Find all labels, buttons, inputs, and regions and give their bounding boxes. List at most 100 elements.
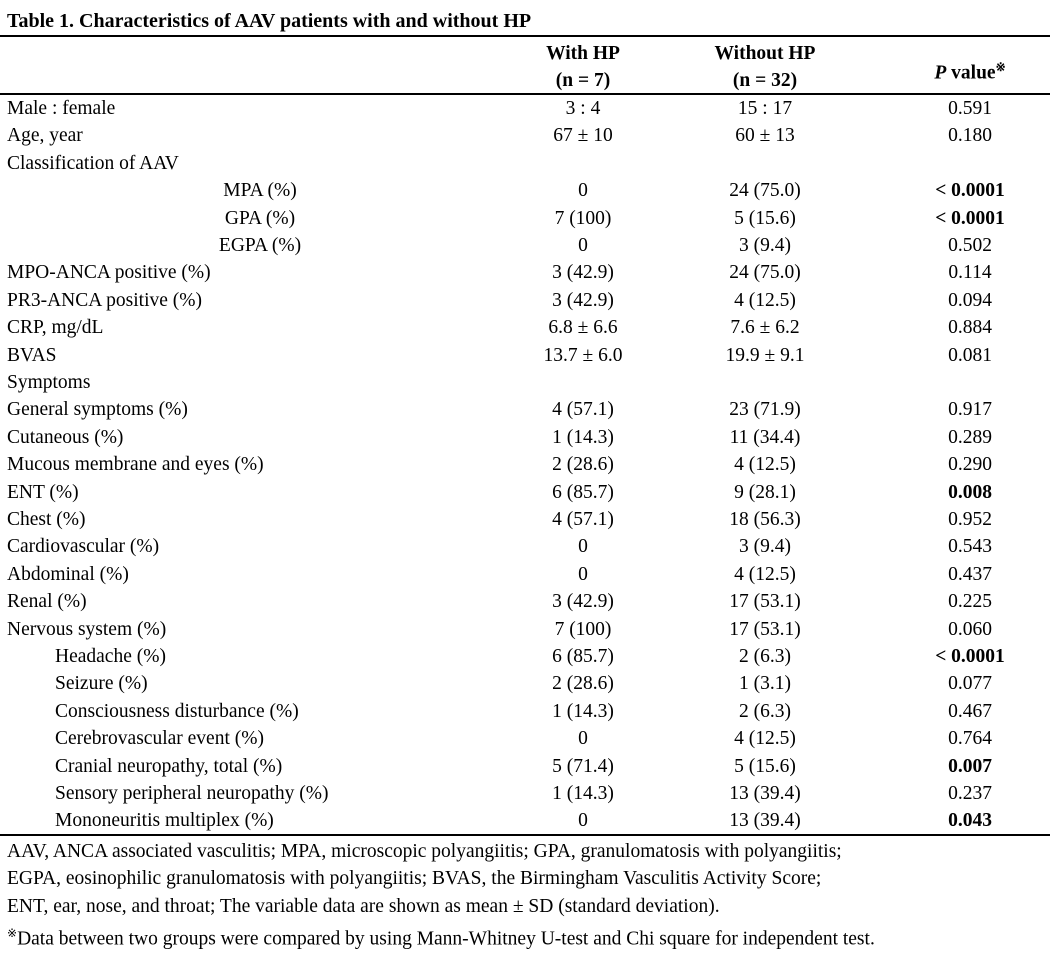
footnote-mark: ※	[7, 925, 18, 940]
header-with-hp-n: (n = 7)	[555, 70, 611, 91]
row-label: Mononeuritis multiplex (%)	[55, 810, 274, 832]
row-label: Cutaneous (%)	[7, 426, 124, 448]
cell-without-hp: 15 : 17	[737, 98, 793, 119]
cell-without-hp: 2 (6.3)	[739, 700, 791, 722]
row-label: Nervous system (%)	[7, 618, 167, 640]
table-notes: AAV, ANCA associated vasculitis; MPA, mi…	[7, 838, 875, 953]
row-label: BVAS	[7, 344, 57, 366]
cell-without-hp: 17 (53.1)	[729, 591, 801, 613]
table-row: Classification of AAV	[0, 150, 1050, 177]
row-label: PR3-ANCA positive (%)	[7, 289, 202, 311]
table-title: Table 1. Characteristics of AAV patients…	[7, 10, 532, 32]
cell-with-hp: 0	[578, 810, 588, 832]
cell-p-value: 0.289	[948, 426, 992, 448]
header-p-mark: ※	[995, 60, 1006, 74]
table-row: Renal (%) 3 (42.9) 17 (53.1) 0.225	[0, 588, 1050, 615]
table-row: Headache (%) 6 (85.7) 2 (6.3) < 0.0001	[0, 643, 1050, 670]
cell-without-hp: 4 (12.5)	[734, 563, 796, 585]
cell-without-hp: 4 (12.5)	[734, 289, 796, 311]
row-label: Cranial neuropathy, total (%)	[55, 755, 283, 777]
cell-p-value: 0.043	[948, 810, 992, 832]
table-row: Age, year 67 ± 10 60 ± 13 0.180	[0, 122, 1050, 149]
header-with-hp: With HP (n = 7)	[483, 40, 683, 94]
cell-without-hp: 3 (9.4)	[739, 235, 791, 256]
cell-without-hp: 13 (39.4)	[729, 783, 801, 804]
cell-with-hp: 4 (57.1)	[552, 509, 614, 530]
cell-with-hp: 13.7 ± 6.0	[543, 344, 623, 366]
table-row: Seizure (%) 2 (28.6) 1 (3.1) 0.077	[0, 670, 1050, 697]
table-row: Abdominal (%) 0 4 (12.5) 0.437	[0, 561, 1050, 588]
row-label: Cerebrovascular event (%)	[55, 728, 264, 750]
table-row: Cardiovascular (%) 0 3 (9.4) 0.543	[0, 533, 1050, 560]
cell-p-value: 0.094	[948, 289, 992, 311]
cell-p-value: 0.008	[948, 481, 992, 503]
cell-p-value: 0.764	[948, 728, 992, 750]
cell-p-value: 0.114	[948, 262, 992, 284]
cell-with-hp: 6 (85.7)	[552, 646, 614, 667]
cell-p-value: 0.437	[948, 563, 992, 585]
row-label: Age, year	[7, 125, 83, 147]
table-row: Sensory peripheral neuropathy (%) 1 (14.3…	[0, 780, 1050, 807]
cell-with-hp: 2 (28.6)	[552, 454, 614, 476]
cell-without-hp: 60 ± 13	[735, 125, 795, 147]
bottom-rule	[0, 834, 1050, 836]
note-line: EGPA, eosinophilic granulomatosis with p…	[7, 868, 822, 890]
cell-p-value: 0.467	[948, 700, 992, 722]
cell-with-hp: 3 : 4	[565, 98, 601, 119]
row-label: MPO-ANCA positive (%)	[7, 262, 211, 284]
row-label: Mucous membrane and eyes (%)	[7, 454, 264, 476]
table-row: GPA (%) 7 (100) 5 (15.6) < 0.0001	[0, 205, 1050, 232]
cell-without-hp: 24 (75.0)	[729, 180, 801, 202]
cell-without-hp: 3 (9.4)	[739, 536, 791, 558]
cell-without-hp: 7.6 ± 6.2	[730, 317, 800, 339]
cell-with-hp: 2 (28.6)	[552, 673, 614, 695]
cell-with-hp: 4 (57.1)	[552, 399, 614, 421]
cell-without-hp: 11 (34.4)	[729, 426, 801, 448]
cell-p-value: 0.917	[948, 399, 992, 421]
table-row: Consciousness disturbance (%) 1 (14.3) 2 (…	[0, 698, 1050, 725]
cell-p-value: 0.060	[948, 618, 992, 640]
cell-with-hp: 3 (42.9)	[552, 289, 614, 311]
cell-without-hp: 4 (12.5)	[734, 454, 796, 476]
table-row: Chest (%) 4 (57.1) 18 (56.3) 0.952	[0, 506, 1050, 533]
cell-without-hp: 13 (39.4)	[729, 810, 801, 832]
cell-with-hp: 0	[578, 728, 588, 750]
row-label: GPA (%)	[224, 207, 296, 229]
table-row: Cranial neuropathy, total (%) 5 (71.4) 5 (…	[0, 753, 1050, 780]
cell-without-hp: 23 (71.9)	[729, 399, 801, 421]
header-p-text: value	[946, 62, 996, 84]
cell-with-hp: 0	[578, 180, 588, 202]
note-line: AAV, ANCA associated vasculitis; MPA, mi…	[7, 841, 842, 862]
row-label: ENT (%)	[7, 481, 79, 503]
cell-p-value: 0.007	[948, 755, 992, 777]
cell-with-hp: 6.8 ± 6.6	[548, 317, 618, 339]
row-label: Seizure (%)	[55, 673, 148, 695]
cell-with-hp: 1 (14.3)	[552, 783, 614, 804]
cell-with-hp: 1 (14.3)	[552, 700, 614, 722]
cell-p-value: 0.225	[948, 591, 992, 613]
row-label: Cardiovascular (%)	[7, 536, 160, 558]
cell-with-hp: 67 ± 10	[553, 125, 613, 147]
cell-with-hp: 0	[578, 235, 588, 256]
header-without-hp-label: Without HP	[714, 43, 816, 64]
cell-p-value: 0.543	[948, 536, 992, 558]
row-label: EGPA (%)	[218, 235, 302, 256]
cell-with-hp: 3 (42.9)	[552, 591, 614, 613]
cell-without-hp: 5 (15.6)	[734, 207, 796, 229]
cell-with-hp: 7 (100)	[554, 207, 612, 229]
row-label: Abdominal (%)	[7, 563, 129, 585]
cell-with-hp: 7 (100)	[554, 618, 612, 640]
row-label: Classification of AAV	[7, 152, 179, 174]
cell-without-hp: 1 (3.1)	[739, 673, 791, 695]
cell-without-hp: 24 (75.0)	[729, 262, 801, 284]
table-row: General symptoms (%) 4 (57.1) 23 (71.9) 0.9…	[0, 396, 1050, 423]
cell-without-hp: 18 (56.3)	[729, 509, 801, 530]
row-label: Headache (%)	[55, 646, 166, 667]
cell-with-hp: 6 (85.7)	[552, 481, 614, 503]
table-row: ENT (%) 6 (85.7) 9 (28.1) 0.008	[0, 479, 1050, 506]
row-label: Sensory peripheral neuropathy (%)	[55, 783, 329, 804]
row-label: MPA (%)	[223, 180, 297, 202]
cell-with-hp: 5 (71.4)	[552, 755, 614, 777]
table-row: PR3-ANCA positive (%) 3 (42.9) 4 (12.5) 0.0…	[0, 287, 1050, 314]
